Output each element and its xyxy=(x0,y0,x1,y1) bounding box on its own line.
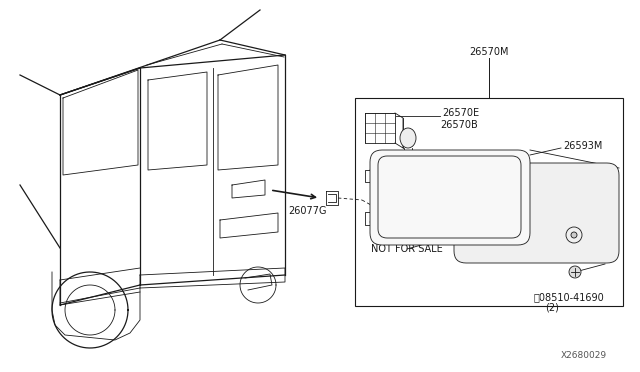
Text: 26570E: 26570E xyxy=(442,108,479,118)
Text: X2680029: X2680029 xyxy=(561,351,607,360)
Text: NOT FOR SALE: NOT FOR SALE xyxy=(371,244,443,254)
Text: Ⓝ08510-41690: Ⓝ08510-41690 xyxy=(534,292,605,302)
Text: (2): (2) xyxy=(545,302,559,312)
Text: 26077G: 26077G xyxy=(289,206,327,216)
Circle shape xyxy=(569,266,581,278)
FancyBboxPatch shape xyxy=(454,163,619,263)
Ellipse shape xyxy=(400,128,416,148)
FancyBboxPatch shape xyxy=(370,150,530,245)
Bar xyxy=(355,98,623,306)
Circle shape xyxy=(571,232,577,238)
Text: 26570B: 26570B xyxy=(440,120,477,130)
Text: 26570M: 26570M xyxy=(469,47,509,57)
Text: 26593M: 26593M xyxy=(563,141,602,151)
